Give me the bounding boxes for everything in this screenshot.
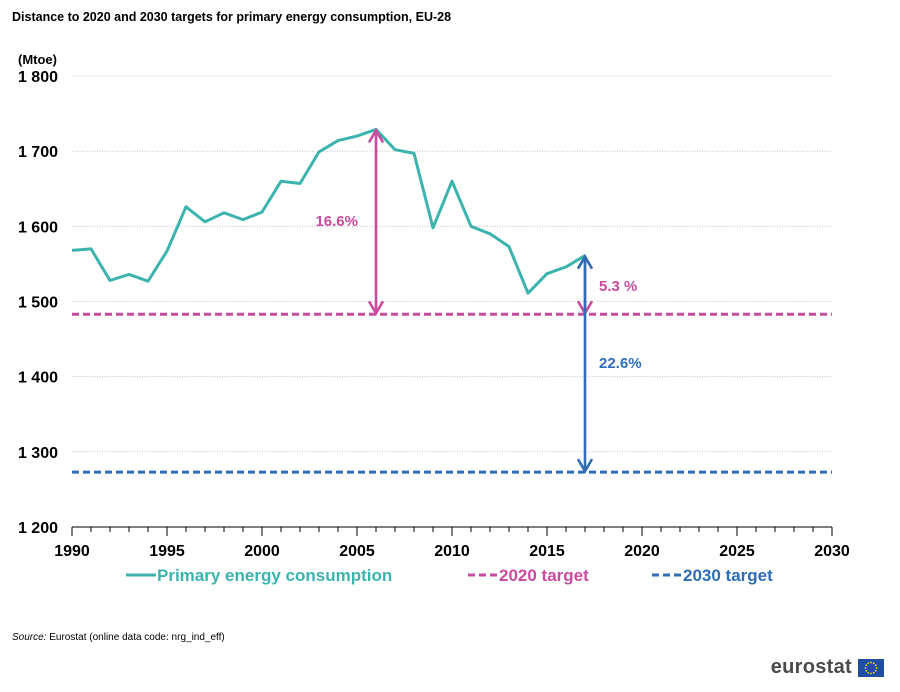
- flag-star: [874, 663, 877, 666]
- flag-star: [864, 666, 867, 669]
- eurostat-logo: eurostat: [771, 656, 884, 679]
- y-axis-unit-label: (Mtoe): [18, 52, 57, 67]
- line-chart: 16.6% 5.3 % 22.6% 1 200 1 300 1 400 1 500 1 60…: [18, 52, 850, 585]
- y-tick-label: 1 400: [18, 370, 58, 387]
- x-tick-label: 2005: [339, 543, 375, 560]
- flag-star: [875, 666, 878, 669]
- source-label: Source:: [12, 632, 47, 643]
- x-tick-label: 2025: [719, 543, 755, 560]
- flag-star: [865, 669, 868, 672]
- y-tick-label: 1 600: [18, 219, 58, 236]
- legend-label: Primary energy consumption: [157, 566, 392, 585]
- x-tick-label: 2010: [434, 543, 470, 560]
- grid-lines: [72, 75, 832, 453]
- eurostat-wordmark: eurostat: [770, 656, 852, 678]
- chart-title: Distance to 2020 and 2030 targets for pr…: [12, 10, 452, 24]
- source-note: Source: Eurostat (online data code: nrg_…: [12, 632, 225, 643]
- annotation-label: 5.3 %: [599, 278, 637, 295]
- x-tick-label: 2030: [814, 543, 850, 560]
- axes: 1 200 1 300 1 400 1 500 1 600 1 700 1 800 (Mtoe…: [18, 52, 850, 560]
- y-tick-label: 1 200: [18, 520, 58, 537]
- x-tick-label: 1995: [149, 543, 185, 560]
- flag-star: [874, 669, 877, 672]
- y-tick-label: 1 800: [18, 69, 58, 86]
- series-line: [71, 127, 586, 295]
- flag-star: [872, 661, 875, 664]
- x-tick-label: 1990: [54, 543, 90, 560]
- eu-flag-icon: [858, 658, 884, 677]
- legend-label: 2020 target: [499, 566, 589, 585]
- arrow-head: [367, 300, 385, 316]
- source-text: Eurostat (online data code: nrg_ind_eff): [49, 632, 225, 643]
- flag-star: [867, 661, 870, 664]
- flag-star: [865, 663, 868, 666]
- legend-label: 2030 target: [683, 566, 773, 585]
- arrow-head: [576, 458, 594, 474]
- x-tick-label: 2020: [624, 543, 660, 560]
- x-tick-label: 2000: [244, 543, 280, 560]
- y-tick-label: 1 500: [18, 295, 58, 312]
- x-tick-label: 2015: [529, 543, 565, 560]
- flag-star: [867, 671, 870, 674]
- arrow-head: [576, 254, 594, 270]
- flag-star: [870, 661, 872, 663]
- legend: Primary energy consumption 2020 target 203…: [126, 566, 773, 585]
- flag-star: [872, 671, 875, 674]
- series-layer: [71, 127, 832, 474]
- y-tick-label: 1 700: [18, 144, 58, 161]
- annotation-label: 16.6%: [315, 213, 358, 230]
- arrow-head: [367, 127, 385, 144]
- y-tick-label: 1 300: [18, 445, 58, 462]
- flag-star: [870, 672, 872, 674]
- annotation-layer: 16.6% 5.3 % 22.6%: [315, 127, 642, 474]
- annotation-label: 22.6%: [599, 355, 642, 372]
